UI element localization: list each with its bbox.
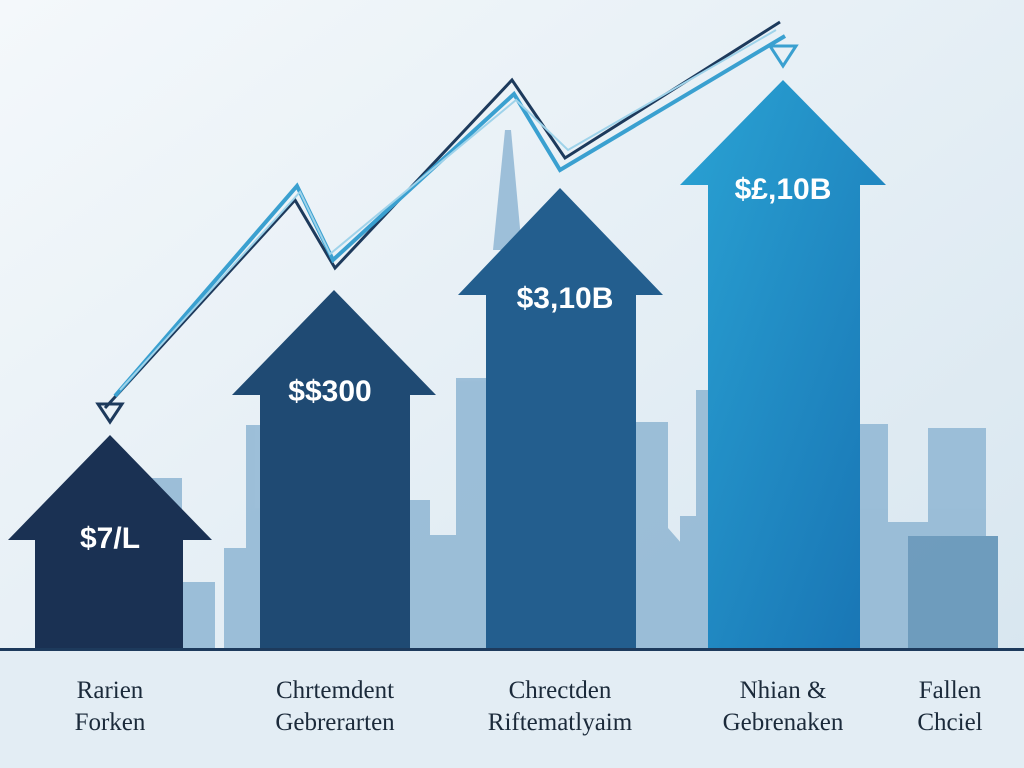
category-label: Gebrenaken	[723, 709, 844, 736]
arrow-value: $$300	[288, 375, 371, 408]
category-label: Fallen	[919, 677, 982, 704]
category-label: Nhian &	[740, 677, 827, 704]
arrow-value: $£,10B	[735, 173, 832, 206]
arrow	[458, 188, 663, 650]
arrow-value: $3,10B	[517, 282, 614, 315]
category-label: Chrtemdent	[276, 677, 394, 704]
category-label: Forken	[75, 709, 146, 736]
arrow-value: $7/L	[80, 522, 140, 555]
baseline	[0, 648, 1024, 651]
category-label: Riftematlyaim	[488, 709, 633, 736]
category-label: Chrectden	[509, 677, 612, 704]
arrow	[8, 435, 212, 650]
trend-line	[95, 20, 799, 425]
arrow	[680, 80, 886, 650]
category-label: Chciel	[917, 709, 982, 736]
category-label: Gebrerarten	[275, 709, 395, 736]
label-band	[0, 651, 1024, 768]
category-label: Rarien	[77, 677, 144, 704]
arrow	[232, 290, 436, 650]
